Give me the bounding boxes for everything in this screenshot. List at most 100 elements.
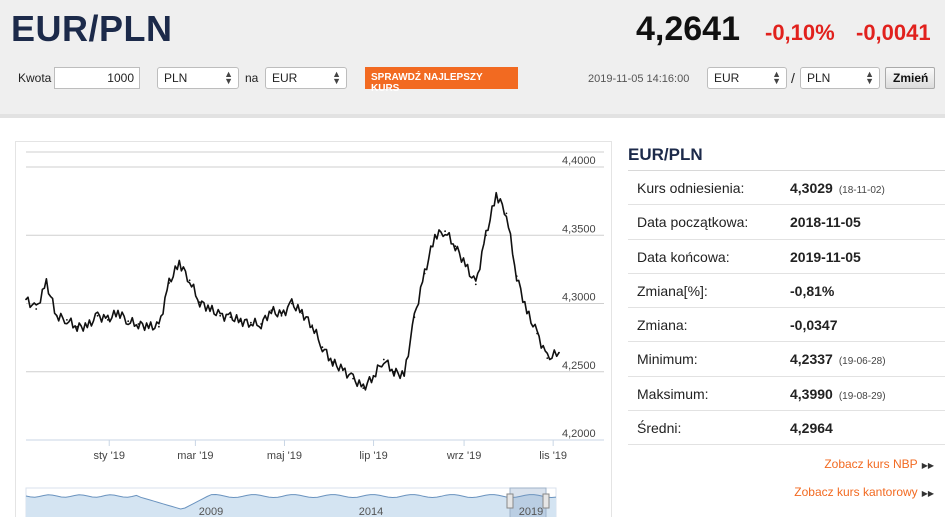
info-row-value-text: 2018-11-05	[790, 214, 861, 231]
data-point	[117, 310, 119, 313]
data-point	[260, 323, 262, 325]
info-row: Maksimum: 4,3990 (19-08-29)	[628, 377, 945, 412]
data-point	[66, 319, 68, 321]
data-point	[485, 234, 487, 237]
data-point	[158, 325, 160, 328]
base-currency-select[interactable]: EUR ▲ ▼	[707, 67, 787, 89]
rate-chart: 4,2000 4,2500 4,3000 4,3500 4,4000 sty '19 mar…	[15, 141, 612, 517]
change-absolute: -0,0041	[856, 20, 931, 45]
pair-separator: /	[791, 70, 795, 86]
x-tick-label: lip '19	[359, 450, 387, 462]
data-point	[331, 361, 334, 364]
info-row: Zmiana: -0,0347	[628, 308, 945, 343]
series-line	[25, 191, 560, 391]
info-row-date: (19-06-28)	[838, 356, 886, 368]
current-rate: 4,2641	[636, 10, 740, 48]
chart-canvas: 4,2000 4,2500 4,3000 4,3500 4,4000 sty '19 mar…	[25, 151, 604, 517]
navigator-year-label: 2019	[519, 506, 543, 517]
data-point	[505, 212, 508, 215]
info-row-label: Minimum:	[637, 351, 698, 368]
nbp-rate-link-label: Zobacz kurs NBP	[824, 457, 918, 471]
data-point	[382, 358, 385, 361]
info-row-value: 2018-11-05	[790, 214, 861, 230]
data-point	[168, 282, 171, 284]
info-row-label: Maksimum:	[637, 385, 709, 402]
data-point	[127, 320, 130, 323]
info-row-value: -0,81%	[790, 283, 834, 299]
data-point	[198, 301, 201, 303]
data-point	[86, 325, 89, 328]
info-row-label: Zmiana:	[637, 317, 688, 334]
from-currency-select[interactable]: PLN ▲ ▼	[157, 67, 239, 89]
exchange-office-rate-link[interactable]: Zobacz kurs kantorowy ▶▶	[794, 485, 934, 499]
info-row: Data końcowa: 2019-11-05	[628, 240, 945, 274]
data-point	[515, 275, 518, 278]
info-row: Średni: 4,2964	[628, 411, 945, 446]
data-point	[137, 323, 140, 325]
info-row: Kurs odniesienia: 4,3029 (18-11-02)	[628, 171, 945, 206]
data-point	[270, 309, 273, 312]
amount-input[interactable]: 1000	[54, 67, 140, 89]
to-currency-value: EUR	[272, 71, 298, 85]
select-arrows-icon: ▲ ▼	[224, 69, 233, 86]
y-tick-label: 4,2000	[562, 428, 596, 440]
best-rate-button[interactable]: SPRAWDŹ NAJLEPSZY KURS	[365, 67, 518, 94]
quote-currency-value: PLN	[807, 71, 831, 85]
to-currency-select[interactable]: EUR ▲ ▼	[265, 67, 347, 89]
double-arrow-icon: ▶▶	[921, 489, 934, 498]
data-point	[423, 272, 426, 275]
data-point	[76, 325, 78, 328]
data-point	[474, 283, 477, 286]
to-label: na	[245, 71, 259, 85]
info-row-value-text: -0,81%	[790, 282, 835, 299]
info-row-value: 4,3029 (18-11-02)	[790, 180, 885, 196]
amount-label: Kwota	[18, 71, 52, 85]
data-point	[526, 310, 528, 313]
exchange-office-link-label: Zobacz kurs kantorowy	[794, 485, 918, 499]
info-row-value: 4,2964	[790, 420, 833, 436]
info-row-value: -0,0347	[790, 317, 837, 333]
data-point	[413, 316, 416, 319]
x-tick-label: sty '19	[94, 450, 125, 462]
info-row: Data początkowa: 2018-11-05	[628, 205, 945, 240]
data-point	[434, 234, 436, 237]
data-point	[301, 312, 303, 314]
data-point	[147, 325, 150, 328]
nbp-rate-link[interactable]: Zobacz kurs NBP ▶▶	[824, 457, 934, 471]
info-row: Minimum: 4,2337 (19-06-28)	[628, 342, 945, 377]
navigator-handle-right	[542, 493, 550, 509]
quote-currency-select[interactable]: PLN ▲ ▼	[800, 67, 880, 89]
info-row-value: 4,2337 (19-06-28)	[790, 351, 886, 367]
x-tick-label: lis '19	[539, 450, 567, 462]
data-point	[188, 279, 191, 282]
data-point	[250, 321, 252, 324]
data-point	[219, 314, 222, 317]
data-point	[35, 308, 38, 310]
info-panel: EUR/PLN Kurs odniesienia: 4,3029 (18-11-02…	[628, 141, 945, 499]
x-tick-label: wrz '19	[446, 450, 482, 462]
data-point	[352, 377, 354, 380]
data-point	[55, 314, 58, 317]
x-tick-label: mar '19	[177, 450, 213, 462]
info-row-label: Data końcowa:	[637, 248, 730, 265]
info-row-value-text: 2019-11-05	[790, 248, 861, 265]
info-row-label: Data początkowa:	[637, 214, 749, 231]
data-point	[536, 332, 538, 335]
quote-timestamp: 2019-11-05 14:16:00	[588, 73, 690, 85]
data-point	[25, 298, 27, 301]
data-point	[342, 369, 344, 372]
info-row: Zmiana[%]: -0,81%	[628, 274, 945, 309]
data-point	[229, 316, 232, 319]
data-point	[96, 314, 99, 317]
change-percent: -0,10%	[765, 20, 835, 45]
y-tick-label: 4,3000	[562, 292, 596, 304]
data-point	[546, 357, 549, 359]
change-pair-button[interactable]: Zmień	[885, 67, 935, 89]
y-tick-label: 4,3500	[562, 223, 596, 235]
data-point	[239, 320, 242, 323]
data-point	[558, 351, 560, 354]
navigator-handle-left	[506, 493, 514, 509]
info-table: Kurs odniesienia: 4,3029 (18-11-02) Data po…	[628, 171, 945, 446]
data-point	[403, 374, 406, 377]
info-row-date: (19-08-29)	[838, 390, 886, 402]
